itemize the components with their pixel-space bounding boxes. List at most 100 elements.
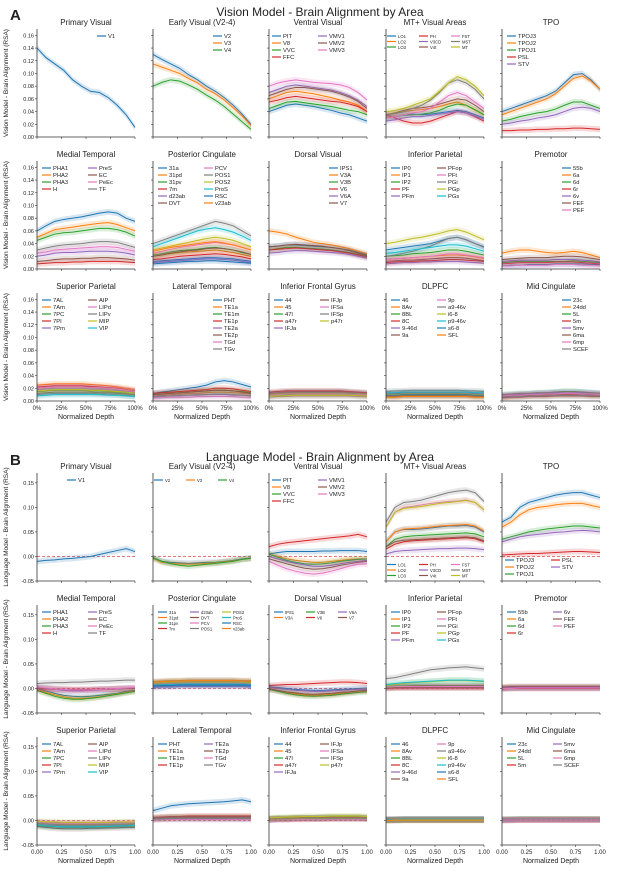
series-line xyxy=(501,249,601,259)
legend-label: VMV3 xyxy=(329,492,345,498)
legend-label: PFm xyxy=(402,638,414,644)
y-tick-label: 0.00 xyxy=(23,135,34,141)
panel-title: Dorsal Visual xyxy=(295,594,342,603)
panel-title: TPO xyxy=(543,462,559,471)
x-tick-label: 75% xyxy=(336,406,349,412)
series-line xyxy=(385,547,485,555)
confidence-band xyxy=(269,683,367,694)
y-axis-label: Vision Model - Brain Alignment (RSA) xyxy=(3,293,10,401)
legend-label: VMV1 xyxy=(329,34,345,40)
series-line xyxy=(501,75,601,116)
legend-label: IP0 xyxy=(402,610,411,616)
y-tick-label: 0.05 xyxy=(23,794,34,800)
panels: Primary Visual 0.00 0.02 0.04 0.06 0.08 0.10 0.… xyxy=(3,18,608,865)
y-tick-label: 0.12 xyxy=(23,59,34,65)
chart-panel: Primary Visual 0.00 0.02 0.04 0.06 0.08 0.10 0.… xyxy=(3,18,136,141)
legend-label: V7 xyxy=(349,616,355,621)
legend-label: VVC xyxy=(283,492,295,498)
series-line xyxy=(501,106,601,125)
series-line xyxy=(385,489,485,523)
y-tick-label: 0.05 xyxy=(23,662,34,668)
legend-label: IP1 xyxy=(402,617,411,623)
legend-label: TPOJ3 xyxy=(516,558,534,564)
legend-label: 9a xyxy=(402,777,409,783)
series-line xyxy=(385,229,485,245)
legend-label: V4 xyxy=(224,48,232,54)
y-tick-label: -0.05 xyxy=(21,843,34,849)
x-tick-label: 0.25 xyxy=(288,850,300,856)
series-line xyxy=(268,390,368,394)
legend-label: 7Pm xyxy=(53,326,65,332)
series-line xyxy=(268,100,368,116)
legend-label: 23c xyxy=(518,742,527,748)
x-tick-label: 50% xyxy=(196,406,209,412)
x-tick-label: 0.75 xyxy=(570,850,582,856)
y-tick-label: 0.10 xyxy=(23,505,34,511)
confidence-band xyxy=(502,253,600,263)
x-tick-label: 0.25 xyxy=(521,850,533,856)
legend-label: H xyxy=(53,631,57,637)
legend-label: 24dd xyxy=(518,749,531,755)
legend-label: V7 xyxy=(340,201,347,207)
series-line xyxy=(385,91,485,119)
confidence-band xyxy=(269,686,367,700)
series-line xyxy=(501,525,601,540)
legend-label: TE1a xyxy=(224,305,239,311)
legend-label: EC xyxy=(99,173,107,179)
confidence-band xyxy=(153,244,251,259)
series-line xyxy=(268,246,368,257)
legend-label: FEF xyxy=(564,617,575,623)
series-line xyxy=(36,383,136,391)
legend-label: 5L xyxy=(573,312,580,318)
confidence-band xyxy=(153,250,251,263)
x-axis-label: Normalized Depth xyxy=(58,858,114,865)
legend-label: a9-46v xyxy=(448,749,466,755)
legend-label: FST xyxy=(462,563,470,568)
series-line xyxy=(268,555,368,567)
legend-label: IPS1 xyxy=(340,166,353,172)
legend-label: PeEc xyxy=(99,624,113,630)
legend-label: V6 xyxy=(340,187,347,193)
panel-title: TPO xyxy=(543,18,559,27)
legend-label: SFL xyxy=(448,333,459,339)
series-line xyxy=(36,257,136,262)
legend-label: 45 xyxy=(285,749,291,755)
x-axis-label: Normalized Depth xyxy=(523,858,579,865)
chart-panel: Inferior ParietalIP0IP1IP2PFPFmPFopPFtPG… xyxy=(384,594,485,715)
legend-label: 7Pm xyxy=(53,770,65,776)
legend-label: 9-46d xyxy=(402,326,417,332)
legend-label: VVC xyxy=(283,48,295,54)
legend-label: SFL xyxy=(448,777,459,783)
confidence-band xyxy=(269,531,367,550)
series-line xyxy=(501,255,601,260)
legend-label: IFJa xyxy=(285,326,297,332)
series-line xyxy=(36,824,136,828)
x-tick-label: 1.00 xyxy=(245,850,257,856)
chart-panel: Inferior ParietalIP0IP1IP2PFPFmPFopPFtPG… xyxy=(384,150,485,271)
series-line xyxy=(36,260,136,265)
series-line xyxy=(36,241,136,251)
legend-label: 5mv xyxy=(573,326,584,332)
y-tick-label: 0.05 xyxy=(23,530,34,536)
series-line xyxy=(385,536,485,548)
legend-label: 7PI xyxy=(53,319,62,325)
legend-label: V3B xyxy=(317,610,325,615)
series-line xyxy=(268,250,368,259)
legend-label: V1 xyxy=(108,34,115,40)
series-line xyxy=(502,264,601,267)
x-tick-label: 0% xyxy=(382,406,391,412)
series-line xyxy=(385,79,485,116)
series-line xyxy=(385,257,485,262)
series-line xyxy=(268,394,367,398)
legend-label: PF xyxy=(402,187,410,193)
series-line xyxy=(152,53,252,125)
legend-label: IFJa xyxy=(285,770,297,776)
legend-label: 6ma xyxy=(564,749,576,755)
x-tick-label: 0% xyxy=(33,406,42,412)
x-tick-label: 75% xyxy=(569,406,582,412)
confidence-band xyxy=(37,823,135,832)
legend-label: ProS xyxy=(233,616,243,621)
legend-label: V6A xyxy=(349,610,357,615)
